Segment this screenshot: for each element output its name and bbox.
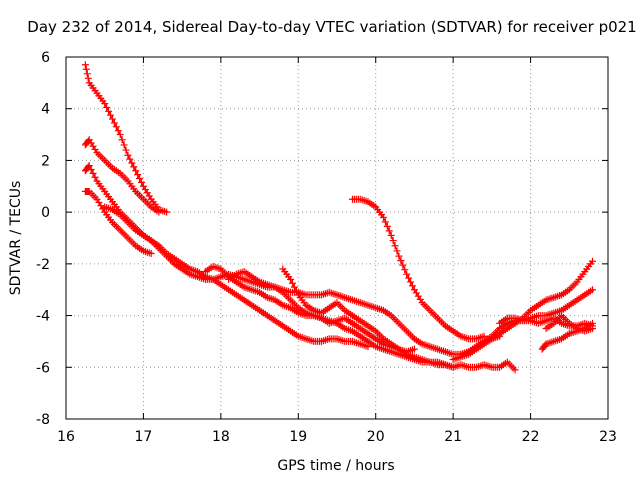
data-point: [147, 250, 155, 258]
data-point: [82, 65, 90, 73]
chart-title: Day 232 of 2014, Sidereal Day-to-day VTE…: [27, 18, 636, 36]
data-point: [132, 167, 140, 175]
data-point: [120, 141, 128, 149]
data-point: [163, 208, 171, 216]
x-tick-label: 20: [367, 429, 385, 445]
series-track-8: [279, 265, 418, 356]
data-point: [290, 283, 298, 291]
x-tick-label: 17: [135, 429, 153, 445]
data-point: [383, 222, 391, 230]
data-point: [128, 159, 136, 167]
data-point: [126, 155, 134, 163]
data-point: [397, 257, 405, 265]
data-point: [108, 115, 116, 123]
data-point: [91, 173, 99, 181]
y-tick-label: 6: [41, 50, 50, 66]
series-track-14: [542, 312, 597, 335]
data-point: [89, 169, 97, 177]
data-point: [107, 111, 115, 119]
data-point: [395, 252, 403, 260]
data-point: [408, 282, 416, 290]
series-track-7: [225, 268, 457, 371]
data-point: [287, 275, 295, 283]
x-axis-label: GPS time / hours: [277, 458, 394, 474]
data-point: [130, 163, 138, 171]
data-point: [401, 266, 409, 274]
data-point: [105, 107, 113, 115]
data-point: [407, 278, 415, 286]
data-point: [134, 171, 142, 179]
series-track-2: [81, 136, 163, 216]
x-tick-label: 23: [599, 429, 617, 445]
y-tick-label: 2: [41, 153, 50, 169]
data-point: [103, 103, 111, 111]
data-point: [381, 218, 389, 226]
data-point: [124, 151, 132, 159]
x-tick-label: 22: [522, 429, 540, 445]
data-point: [137, 178, 145, 186]
x-tick-label: 21: [444, 429, 462, 445]
data-point: [385, 227, 393, 235]
data-point: [83, 70, 91, 78]
data-point: [84, 74, 92, 82]
data-series: [81, 61, 597, 374]
y-tick-label: -2: [36, 257, 50, 273]
data-point: [292, 287, 300, 295]
y-tick-label: -8: [36, 412, 50, 428]
y-axis-ticks: -8 -6 -4 -2 0 2 4 6: [36, 50, 608, 428]
x-axis-ticks: 16 17 18 19 20 21 22 23: [57, 57, 617, 445]
series-track-5: [101, 203, 372, 351]
data-point: [403, 270, 411, 278]
data-point: [410, 345, 418, 353]
y-tick-label: -6: [36, 360, 50, 376]
data-point: [110, 119, 118, 127]
data-point: [387, 231, 395, 239]
plot-frame: [65, 56, 609, 420]
series-track-4: [81, 187, 155, 258]
data-point: [379, 213, 387, 221]
data-point: [405, 274, 413, 282]
data-point: [114, 127, 122, 135]
series-track-9: [348, 195, 488, 343]
data-point: [399, 261, 407, 269]
x-tick-label: 16: [57, 429, 75, 445]
y-axis-label: SDTVAR / TECUs: [8, 181, 24, 296]
y-tick-label: 0: [41, 205, 50, 221]
data-point: [389, 237, 397, 245]
y-tick-label: -4: [36, 309, 50, 325]
data-point: [391, 242, 399, 250]
data-point: [589, 257, 597, 265]
data-point: [589, 325, 597, 332]
data-point: [136, 175, 144, 183]
x-tick-label: 18: [212, 429, 230, 445]
data-point: [112, 123, 120, 131]
data-point: [116, 131, 124, 139]
data-point: [511, 366, 519, 374]
data-point: [393, 247, 401, 255]
series-track-1: [81, 61, 171, 216]
x-tick-label: 19: [289, 429, 307, 445]
y-tick-label: 4: [41, 102, 50, 118]
data-point: [118, 136, 126, 144]
data-point: [87, 165, 95, 173]
series-track-13: [538, 319, 597, 353]
data-point: [449, 363, 457, 371]
data-point: [122, 146, 130, 154]
data-point: [81, 61, 89, 69]
data-point: [589, 286, 597, 294]
data-point: [101, 100, 109, 108]
data-point: [288, 279, 296, 287]
data-point: [155, 208, 163, 216]
data-point: [85, 162, 93, 170]
